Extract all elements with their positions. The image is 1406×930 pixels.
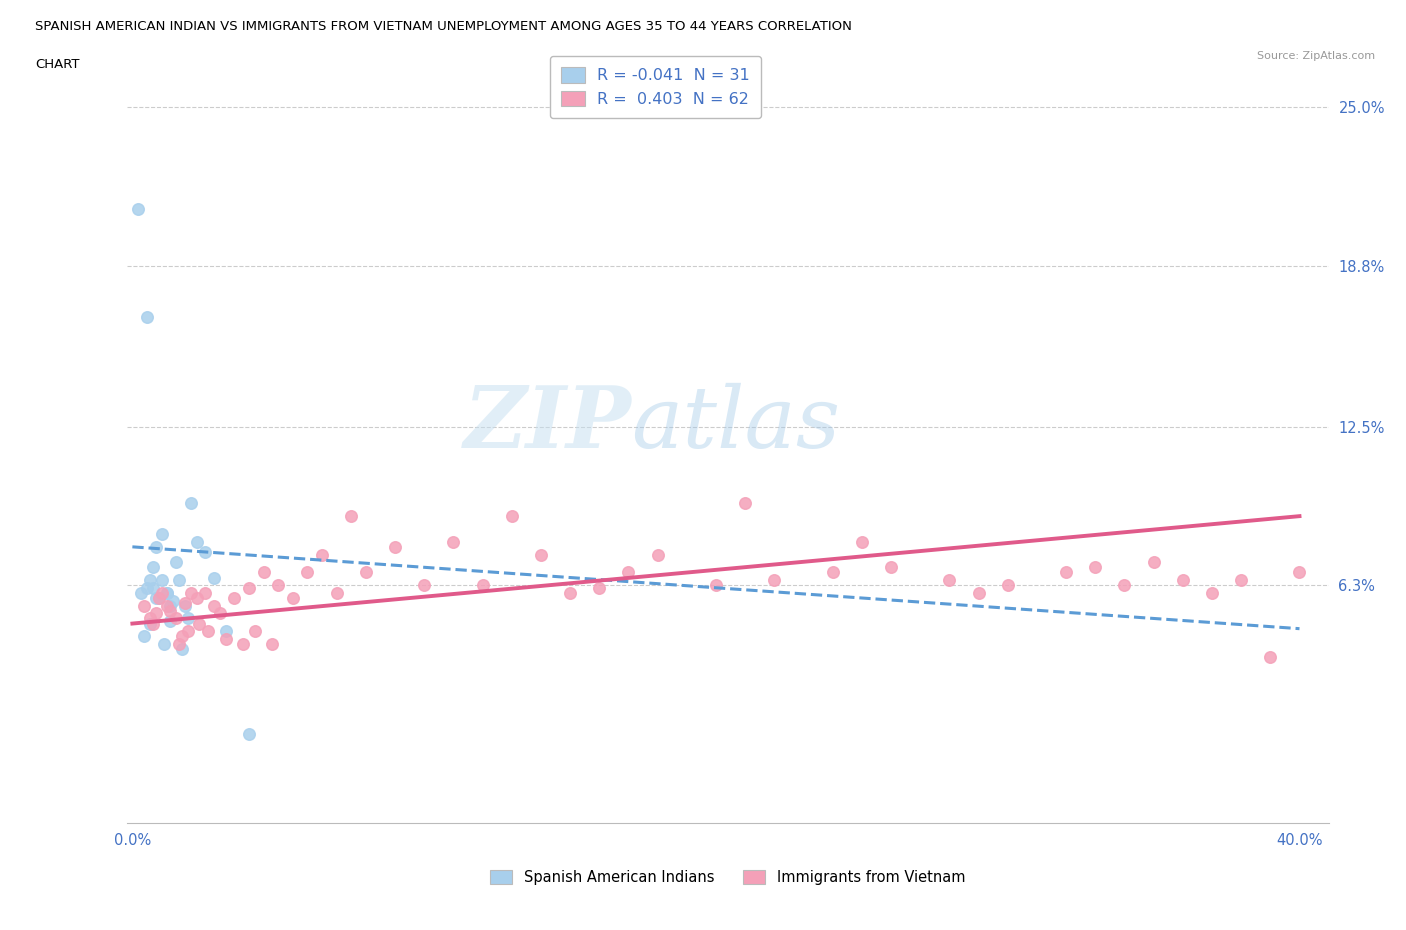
- Point: [139, 611, 162, 626]
- Text: atlas: atlas: [631, 383, 841, 465]
- Point: [148, 591, 170, 605]
- Point: [1142, 555, 1164, 570]
- Point: [1288, 565, 1310, 580]
- Point: [588, 580, 610, 595]
- Point: [142, 617, 165, 631]
- Point: [165, 611, 187, 626]
- Point: [129, 586, 152, 601]
- Point: [238, 726, 260, 741]
- Point: [1114, 578, 1136, 592]
- Point: [139, 617, 162, 631]
- Point: [1258, 649, 1281, 664]
- Point: [267, 578, 290, 592]
- Point: [180, 586, 202, 601]
- Point: [150, 586, 173, 601]
- Point: [501, 509, 523, 524]
- Point: [967, 586, 990, 601]
- Point: [253, 565, 276, 580]
- Point: [1171, 573, 1194, 588]
- Point: [156, 586, 179, 601]
- Point: [180, 496, 202, 511]
- Point: [188, 617, 211, 631]
- Point: [763, 573, 786, 588]
- Point: [202, 598, 225, 613]
- Point: [262, 637, 284, 652]
- Point: [530, 547, 553, 562]
- Point: [821, 565, 844, 580]
- Point: [159, 604, 181, 618]
- Point: [165, 555, 187, 570]
- Point: [170, 629, 193, 644]
- Point: [142, 580, 165, 595]
- Point: [150, 526, 173, 541]
- Point: [186, 591, 208, 605]
- Point: [142, 560, 165, 575]
- Point: [127, 202, 149, 217]
- Text: ZIP: ZIP: [464, 382, 631, 466]
- Point: [132, 598, 155, 613]
- Point: [354, 565, 377, 580]
- Point: [159, 598, 181, 613]
- Point: [139, 573, 162, 588]
- Text: Source: ZipAtlas.com: Source: ZipAtlas.com: [1257, 51, 1375, 61]
- Point: [471, 578, 494, 592]
- Point: [136, 310, 159, 325]
- Point: [325, 586, 347, 601]
- Point: [202, 570, 225, 585]
- Point: [1054, 565, 1077, 580]
- Point: [384, 539, 406, 554]
- Point: [851, 535, 873, 550]
- Point: [441, 535, 464, 550]
- Point: [734, 496, 756, 511]
- Point: [215, 624, 238, 639]
- Point: [208, 606, 231, 621]
- Point: [647, 547, 669, 562]
- Point: [1084, 560, 1107, 575]
- Point: [153, 637, 176, 652]
- Point: [704, 578, 727, 592]
- Point: [224, 591, 246, 605]
- Point: [167, 573, 190, 588]
- Point: [145, 539, 167, 554]
- Point: [311, 547, 333, 562]
- Point: [232, 637, 254, 652]
- Point: [413, 578, 436, 592]
- Point: [281, 591, 304, 605]
- Point: [194, 586, 217, 601]
- Point: [177, 624, 200, 639]
- Point: [1230, 573, 1253, 588]
- Point: [150, 573, 173, 588]
- Point: [617, 565, 640, 580]
- Point: [136, 580, 159, 595]
- Point: [297, 565, 319, 580]
- Point: [880, 560, 903, 575]
- Point: [186, 535, 208, 550]
- Point: [162, 593, 184, 608]
- Point: [145, 591, 167, 605]
- Point: [238, 580, 260, 595]
- Point: [145, 606, 167, 621]
- Point: [243, 624, 266, 639]
- Point: [170, 642, 193, 657]
- Point: [167, 637, 190, 652]
- Point: [215, 631, 238, 646]
- Point: [194, 545, 217, 560]
- Point: [132, 629, 155, 644]
- Point: [177, 611, 200, 626]
- Point: [148, 591, 170, 605]
- Point: [558, 586, 581, 601]
- Text: CHART: CHART: [35, 58, 80, 71]
- Point: [174, 598, 197, 613]
- Point: [159, 614, 181, 629]
- Text: SPANISH AMERICAN INDIAN VS IMMIGRANTS FROM VIETNAM UNEMPLOYMENT AMONG AGES 35 TO: SPANISH AMERICAN INDIAN VS IMMIGRANTS FR…: [35, 20, 852, 33]
- Legend: Spanish American Indians, Immigrants from Vietnam: Spanish American Indians, Immigrants fro…: [482, 863, 973, 893]
- Point: [156, 598, 179, 613]
- Point: [174, 596, 197, 611]
- Point: [197, 624, 219, 639]
- Point: [997, 578, 1019, 592]
- Point: [1201, 586, 1223, 601]
- Point: [156, 586, 179, 601]
- Point: [340, 509, 363, 524]
- Point: [938, 573, 960, 588]
